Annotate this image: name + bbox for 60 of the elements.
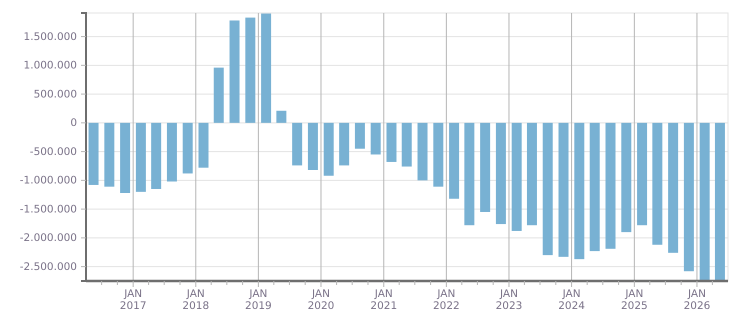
bar [418,122,428,180]
bar [151,122,162,189]
x-tick-label: JAN 2018 [182,288,210,312]
bar [526,122,537,226]
bar [700,122,710,281]
bar [558,122,569,257]
y-tick-label: 1.500.000 [24,30,77,43]
bar [88,122,99,185]
y-tick-label: -2.500.000 [20,260,77,273]
bar [637,122,648,226]
bar [621,122,632,232]
x-tick-label: JAN 2023 [496,288,522,312]
y-tick-label: 0 [70,117,77,130]
bar [324,122,334,176]
x-tick-label: JAN 2019 [245,288,272,312]
bar [308,122,318,170]
bar [182,122,193,174]
y-tick-label: -1.000.000 [20,174,77,187]
y-tick-label: 500.000 [34,88,77,100]
bar [136,122,146,192]
bar [198,122,208,168]
bar [370,122,381,154]
bar [464,122,474,226]
bar [684,122,694,272]
bar [276,110,286,123]
x-tick-label: JAN 2021 [370,288,398,312]
bar [354,122,365,149]
bar [339,122,350,166]
bar [652,122,662,245]
bar [261,14,272,123]
bar [166,122,177,182]
x-tick-label: JAN 2025 [620,288,648,312]
bar [714,122,725,281]
bar [449,122,460,199]
bar [574,122,584,260]
x-tick-label: JAN 2024 [558,288,586,312]
bar [606,122,616,249]
bar [386,122,396,162]
bar [542,122,553,256]
bar [120,122,130,194]
bar [590,122,600,252]
bar [512,122,522,231]
bar [402,122,412,167]
bar [104,122,114,187]
bar [668,122,678,253]
x-tick-label: JAN 2022 [432,288,460,312]
y-tick-label: -500.000 [30,146,77,158]
y-tick-label: -1.500.000 [20,203,77,216]
bar [245,18,256,123]
y-tick-label: 1.000.000 [24,60,77,72]
bar [292,122,302,166]
bar [230,20,240,123]
bar [480,122,490,212]
x-tick-label: JAN 2017 [120,288,147,312]
bar [496,122,506,224]
bar [433,122,444,187]
x-tick-label: JAN 2026 [684,288,711,312]
y-tick-label: -2.000.000 [20,232,77,244]
x-tick-label: JAN 2020 [308,288,334,312]
bar [214,68,224,123]
